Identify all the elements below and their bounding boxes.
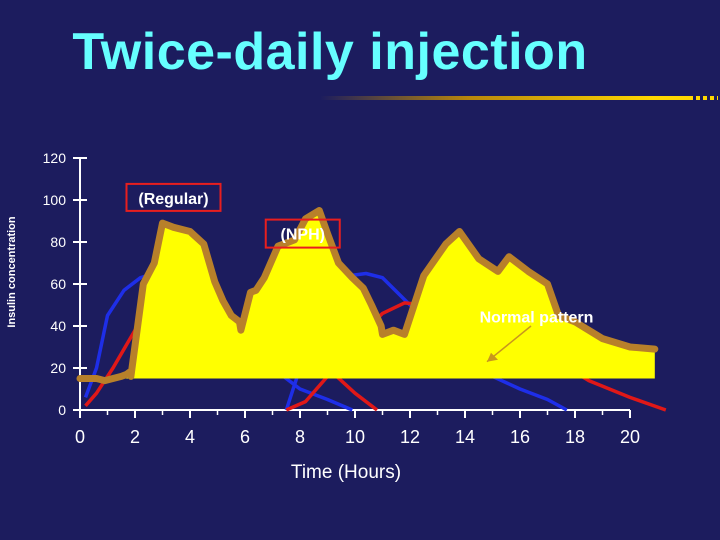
x-tick-label: 14: [455, 427, 475, 447]
normal-pattern-arrow: [486, 325, 532, 363]
x-tick-label: 0: [75, 427, 85, 447]
nph-label: (NPH): [281, 227, 325, 244]
axes: [73, 157, 631, 418]
normal-pattern-area: [76, 207, 659, 385]
y-tick-label: 20: [50, 360, 66, 376]
x-tick-label: 2: [130, 427, 140, 447]
nph-label-box: [264, 218, 341, 249]
x-tick-label: 20: [620, 427, 640, 447]
x-tick-label: 6: [240, 427, 250, 447]
x-tick-label: 12: [400, 427, 420, 447]
x-tick-label: 16: [510, 427, 530, 447]
normal-pattern-label: Normal pattern: [480, 310, 594, 327]
x-tick-label: 18: [565, 427, 585, 447]
y-tick-label: 60: [50, 276, 66, 292]
x-axis-label: Time (Hours): [291, 462, 401, 483]
annotations: (Regular) (NPH) Normal pattern: [125, 182, 594, 363]
tick-labels: 0 20 40 60 80 100 120 0 2 4 6 8 10 12 14 16 18 20: [43, 150, 640, 447]
y-tick-label: 0: [58, 402, 66, 418]
title-underline-dots: [682, 96, 718, 100]
x-tick-label: 4: [185, 427, 195, 447]
series-normal-pattern: [76, 207, 659, 385]
title-underline: [320, 96, 690, 100]
y-tick-label: 40: [50, 318, 66, 334]
normal-pattern-fill: [80, 210, 655, 381]
x-tick-label: 10: [345, 427, 365, 447]
normal-pattern-arrowhead: [487, 352, 498, 362]
y-tick-label: 120: [43, 150, 67, 166]
x-tick-label: 8: [295, 427, 305, 447]
regular-label: (Regular): [138, 191, 208, 208]
y-tick-label: 80: [50, 234, 66, 250]
chart-title: Twice-daily injection: [72, 23, 588, 81]
regular-label-box: [125, 182, 222, 212]
y-tick-label: 100: [43, 192, 67, 208]
y-axis-label: Insulin concentration: [6, 216, 18, 328]
